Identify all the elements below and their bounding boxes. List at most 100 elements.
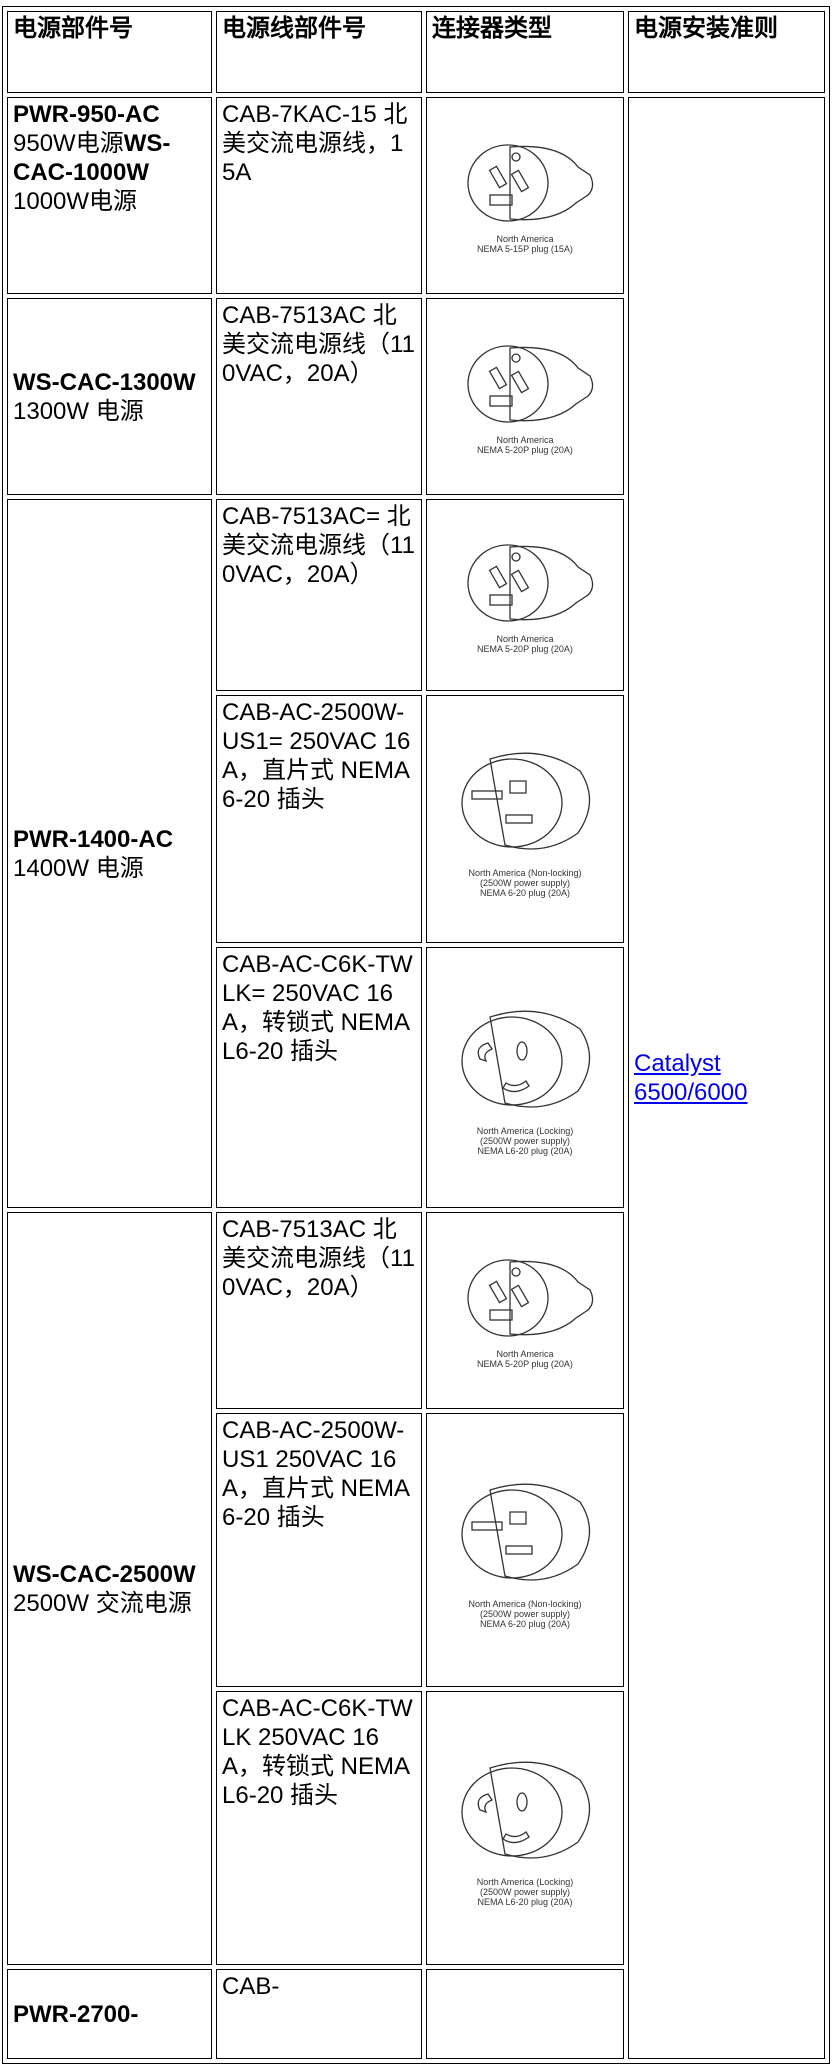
table-row: WS-CAC-1300W 1300W 电源 CAB-7513AC 北美交流电源线（… (7, 298, 825, 495)
plug-face (467, 1259, 549, 1337)
plug-cell: North America NEMA 5-20P plug (20A) (426, 499, 624, 691)
prong (505, 1544, 533, 1555)
ground-pin (511, 152, 521, 162)
plug-caption: NEMA 6-20 plug (20A) (479, 1618, 571, 1629)
plug-body (509, 145, 594, 221)
plug-caption: North America (496, 234, 554, 244)
plug-face (467, 345, 549, 423)
part-number: PWR-1400-AC (13, 825, 174, 853)
cable-cell: CAB-AC-C6K-TWLK 250VAC 16A，转锁式 NEMA L6-2… (216, 1691, 422, 1965)
plug-caption: NEMA 6-20 plug (20A) (479, 887, 571, 898)
plug-cell: North America (Locking) (2500W power supp… (426, 1691, 624, 1965)
plug-caption: NEMA L6-20 plug (20A) (477, 1146, 573, 1156)
plug-caption: NEMA 5-15P plug (15A) (477, 244, 573, 254)
plug-cell: North America NEMA 5-20P plug (20A) (426, 1212, 624, 1409)
plug-caption: North America (496, 1349, 554, 1359)
prong (489, 395, 513, 407)
prong (471, 1520, 503, 1531)
prong (510, 370, 530, 394)
cable-cell: CAB-7513AC 北美交流电源线（110VAC，20A） (216, 1212, 422, 1409)
table-body: PWR-950-AC 950W电源WS-CAC-1000W 1000W电源 CAB… (7, 97, 825, 2059)
part-cell: PWR-950-AC 950W电源WS-CAC-1000W 1000W电源 (7, 97, 212, 294)
plug-caption: North America (496, 633, 554, 644)
cable-cell: CAB-7513AC 北美交流电源线（110VAC，20A） (216, 298, 422, 495)
part-cell: WS-CAC-1300W 1300W 电源 (7, 298, 212, 495)
guide-cell: Catalyst 6500/6000 (628, 97, 825, 2059)
plug-caption: North America (496, 435, 554, 445)
plug-cell: North America NEMA 5-15P plug (15A) (426, 97, 624, 294)
cable-cell: CAB-AC-C6K-TWLK= 250VAC 16A，转锁式 NEMA L6-… (216, 947, 422, 1208)
ground-pin (511, 353, 521, 363)
plug-caption: (2500W power supply) (479, 1608, 571, 1619)
prong (516, 1041, 528, 1061)
prong (489, 1309, 513, 1321)
plug-body (509, 545, 594, 620)
cable-cell: CAB-7513AC= 北美交流电源线（110VAC，20A） (216, 499, 422, 691)
plug-drawing (467, 1259, 594, 1337)
prong (489, 194, 513, 206)
table-row: CAB-AC-C6K-TWLK 250VAC 16A，转锁式 NEMA L6-2… (7, 1691, 825, 1965)
prong (505, 813, 533, 824)
plug-drawing (461, 1761, 591, 1859)
cable-cell: CAB-AC-2500W-US1= 250VAC 16A，直片式 NEMA 6-… (216, 695, 422, 943)
plug-body (489, 752, 591, 850)
plug-body (509, 1260, 594, 1336)
plug-body (489, 1761, 591, 1859)
prong (477, 1792, 493, 1813)
plug-drawing (467, 345, 594, 423)
prong (510, 169, 530, 193)
prong (502, 1830, 530, 1843)
guide-link[interactable]: Catalyst 6500/6000 (634, 1050, 748, 1106)
plug-drawing (461, 1010, 591, 1108)
prong (488, 165, 508, 189)
prong (488, 1280, 508, 1304)
part-description: 2500W 交流电源 (13, 1589, 192, 1617)
part-description: 1000W电源 (13, 188, 138, 215)
prong (510, 568, 530, 593)
plug-caption: NEMA L6-20 plug (20A) (477, 1896, 573, 1907)
prong (471, 789, 503, 800)
header-row: 电源部件号 电源线部件号 连接器类型 电源安装准则 (7, 11, 825, 93)
header-cell: 电源安装准则 (628, 11, 825, 93)
plug-cell: North America (Locking) (2500W power supp… (426, 947, 624, 1208)
plug-caption: North America (Non-locking) (468, 867, 582, 878)
header-cell: 电源部件号 (7, 11, 212, 93)
power-table: 电源部件号 电源线部件号 连接器类型 电源安装准则 PWR-950-AC 950… (2, 6, 830, 2064)
prong (488, 366, 508, 390)
plug-face (467, 543, 549, 622)
plug-caption: North America (Locking) (476, 1876, 574, 1887)
prong (516, 1791, 528, 1812)
prong (509, 779, 527, 794)
prong (489, 593, 513, 606)
plug-drawing (461, 1483, 591, 1581)
table-row: CAB-AC-2500W-US1= 250VAC 16A，直片式 NEMA 6-… (7, 695, 825, 943)
plug-caption: (2500W power supply) (479, 1136, 571, 1146)
part-cell: PWR-2700- (7, 1969, 212, 2059)
part-number: PWR-950-AC (13, 101, 160, 128)
plug-drawing (467, 144, 594, 222)
plug-caption: North America (Non-locking) (468, 1598, 582, 1609)
cable-cell: CAB-7KAC-15 北美交流电源线，15A (216, 97, 422, 294)
plug-drawing (461, 752, 591, 850)
plug-face (467, 144, 549, 222)
part-number: WS-CAC-1300W (13, 368, 196, 396)
plug-body (489, 1483, 591, 1581)
part-number: WS-CAC-1000W (13, 130, 171, 186)
plug-drawing (467, 543, 594, 622)
plug-face (461, 1488, 563, 1579)
part-number: PWR-2700- (13, 2000, 139, 2028)
table-row: WS-CAC-2500W 2500W 交流电源 CAB-7513AC 北美交流电源… (7, 1212, 825, 1965)
cable-cell: CAB- (216, 1969, 422, 2059)
prong (502, 1080, 530, 1093)
plug-caption: NEMA 5-20P plug (20A) (477, 1359, 573, 1369)
plug-caption: NEMA 5-20P plug (20A) (477, 643, 573, 654)
plug-body (509, 346, 594, 422)
plug-face (461, 757, 563, 848)
plug-caption: (2500W power supply) (479, 1886, 571, 1897)
plug-cell: North America NEMA 5-20P plug (20A) (426, 298, 624, 495)
cable-cell: CAB-AC-2500W-US1 250VAC 16A，直片式 NEMA 6-2… (216, 1413, 422, 1687)
table-row: PWR-950-AC 950W电源WS-CAC-1000W 1000W电源 CAB… (7, 97, 825, 2059)
part-description: 1400W 电源 (13, 854, 144, 882)
prong (509, 1510, 527, 1525)
prong (488, 564, 508, 589)
